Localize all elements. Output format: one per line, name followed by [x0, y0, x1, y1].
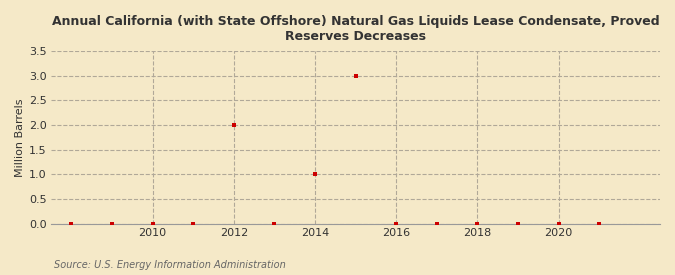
Point [594, 222, 605, 226]
Point [188, 222, 198, 226]
Title: Annual California (with State Offshore) Natural Gas Liquids Lease Condensate, Pr: Annual California (with State Offshore) … [52, 15, 659, 43]
Point [431, 222, 442, 226]
Point [107, 222, 117, 226]
Point [228, 123, 239, 127]
Point [310, 172, 321, 177]
Point [391, 222, 402, 226]
Point [147, 222, 158, 226]
Point [66, 222, 77, 226]
Y-axis label: Million Barrels: Million Barrels [15, 98, 25, 177]
Point [472, 222, 483, 226]
Point [269, 222, 279, 226]
Text: Source: U.S. Energy Information Administration: Source: U.S. Energy Information Administ… [54, 260, 286, 270]
Point [350, 74, 361, 78]
Point [512, 222, 523, 226]
Point [553, 222, 564, 226]
